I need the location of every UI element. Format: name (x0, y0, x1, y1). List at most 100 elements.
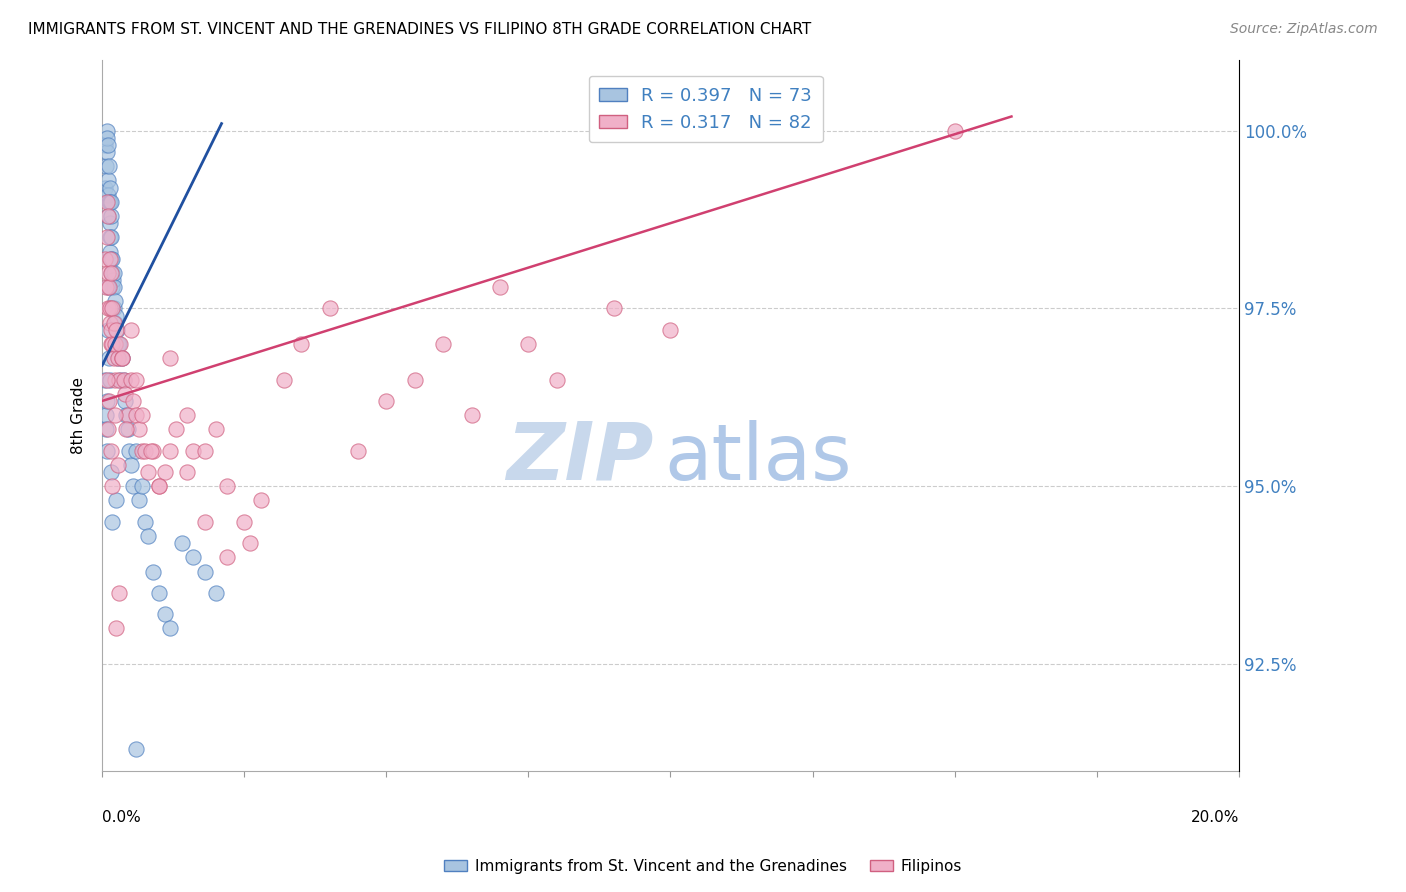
Point (139, 443, 162, 458)
Point (193, 443, 215, 458)
Point (120, 458, 142, 472)
Point (125, 742, 148, 756)
Point (108, 586, 131, 600)
Point (120, 373, 142, 387)
Point (97, 323, 120, 337)
Point (101, 252, 124, 266)
Point (96, 443, 118, 458)
Point (131, 443, 153, 458)
Point (136, 529, 159, 543)
Point (131, 408, 153, 422)
Point (273, 373, 295, 387)
Point (100, 209, 122, 223)
Point (101, 273, 124, 287)
Point (98, 393, 121, 408)
Point (546, 373, 568, 387)
Point (404, 373, 426, 387)
Point (101, 301, 124, 316)
Point (100, 252, 122, 266)
Point (250, 493, 273, 508)
Point (97, 266, 120, 280)
Point (108, 337, 131, 351)
Point (98, 159, 121, 173)
Point (489, 280, 512, 294)
Point (131, 479, 153, 493)
Point (122, 479, 145, 493)
Point (98, 216, 121, 230)
Point (111, 351, 134, 366)
Point (98, 194, 121, 209)
Point (239, 536, 262, 550)
Point (94, 137, 117, 152)
Point (165, 422, 187, 436)
Point (117, 422, 139, 436)
Point (148, 479, 170, 493)
Point (100, 230, 122, 244)
Point (104, 337, 127, 351)
Point (100, 443, 122, 458)
Point (193, 565, 215, 579)
Point (105, 309, 128, 323)
Point (943, 124, 966, 138)
Point (97, 301, 120, 316)
Point (94, 252, 117, 266)
Point (94, 180, 117, 194)
Point (114, 387, 136, 401)
Point (233, 515, 256, 529)
Point (98, 252, 121, 266)
Point (98, 301, 121, 316)
Point (100, 323, 122, 337)
Point (96, 194, 118, 209)
Point (94, 408, 117, 422)
Text: 20.0%: 20.0% (1191, 810, 1239, 825)
Point (148, 479, 170, 493)
Point (105, 323, 128, 337)
Point (460, 408, 482, 422)
Point (97, 422, 120, 436)
Point (159, 622, 181, 636)
Point (181, 550, 204, 565)
Point (100, 266, 122, 280)
Point (101, 280, 124, 294)
Point (114, 393, 136, 408)
Text: ZIP: ZIP (506, 419, 654, 497)
Point (97, 280, 120, 294)
Point (142, 565, 165, 579)
Point (98, 316, 121, 330)
Point (110, 373, 132, 387)
Point (142, 443, 165, 458)
Point (98, 280, 121, 294)
Point (104, 408, 127, 422)
Point (96, 230, 118, 244)
Point (98, 194, 121, 209)
Point (97, 187, 120, 202)
Point (97, 137, 120, 152)
Point (98, 373, 121, 387)
Point (128, 493, 150, 508)
Point (97, 209, 120, 223)
Point (108, 373, 131, 387)
Point (98, 351, 121, 366)
Point (96, 373, 118, 387)
Point (115, 408, 138, 422)
Point (290, 337, 312, 351)
Point (118, 443, 141, 458)
Point (101, 515, 124, 529)
Point (107, 458, 129, 472)
Point (205, 422, 228, 436)
Point (100, 337, 122, 351)
Point (98, 244, 121, 259)
Point (120, 323, 142, 337)
Point (134, 443, 156, 458)
Point (112, 373, 135, 387)
Point (517, 337, 540, 351)
Text: Source: ZipAtlas.com: Source: ZipAtlas.com (1230, 22, 1378, 37)
Point (659, 323, 682, 337)
Point (98, 180, 121, 194)
Point (125, 373, 148, 387)
Point (101, 266, 124, 280)
Point (159, 351, 181, 366)
Point (96, 280, 118, 294)
Point (128, 422, 150, 436)
Y-axis label: 8th Grade: 8th Grade (72, 376, 86, 454)
